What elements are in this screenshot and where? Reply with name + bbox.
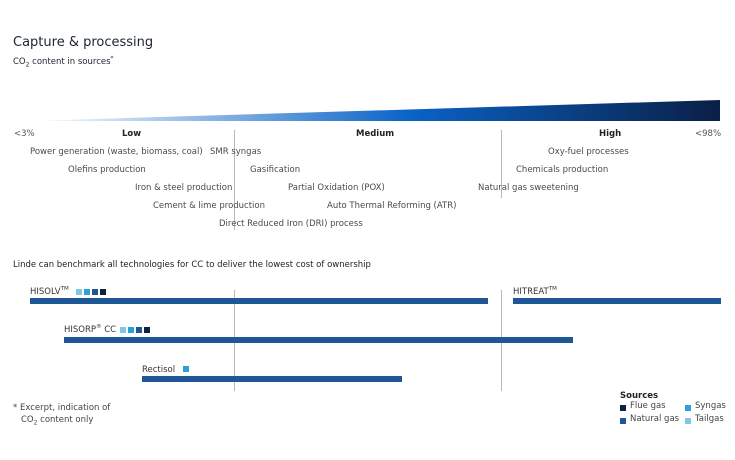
divider-medium-high-top: [501, 130, 502, 198]
source-cement-lime: Cement & lime production: [153, 201, 266, 211]
legend-natural-gas-label: Natural gas: [630, 414, 680, 424]
tech-hisorp-label: HISORP® CC: [64, 324, 117, 335]
source-smr-syngas: SMR syngas: [210, 147, 262, 157]
hisolv-natural-gas-swatch: [92, 289, 98, 295]
legend-flue-gas-label: Flue gas: [630, 401, 666, 411]
scale-min-label: <3%: [14, 129, 35, 139]
footnote: * Excerpt, indication of CO2 content onl…: [13, 403, 111, 427]
page-title: Capture & processing: [13, 35, 154, 50]
hisorp-flue-gas-swatch: [144, 327, 150, 333]
legend-syngas-label: Syngas: [695, 401, 726, 411]
source-natural-gas-sweetening: Natural gas sweetening: [478, 183, 579, 193]
source-gasification: Gasification: [250, 165, 301, 175]
legend-tailgas-label: Tailgas: [695, 414, 724, 424]
scale-max-label: <98%: [695, 129, 722, 139]
level-medium: Medium: [356, 129, 395, 139]
hisolv-tailgas-swatch: [76, 289, 82, 295]
legend-natural-gas-swatch: [620, 418, 626, 424]
source-olefins: Olefins production: [68, 165, 146, 175]
divider-low-medium-top: [234, 130, 235, 230]
source-chemicals: Chemicals production: [516, 165, 609, 175]
hitreat-range-bar: [513, 298, 721, 304]
rectisol-range-bar: [142, 376, 402, 382]
source-power-generation: Power generation (waste, biomass, coal): [30, 147, 203, 157]
level-high: High: [599, 129, 622, 139]
source-iron-steel: Iron & steel production: [135, 183, 233, 193]
hisorp-tailgas-swatch: [120, 327, 126, 333]
source-atr: Auto Thermal Reforming (ATR): [327, 201, 457, 211]
level-low: Low: [122, 129, 142, 139]
tech-hisolv-label: HISOLVTM: [30, 286, 69, 297]
hisorp-natural-gas-swatch: [136, 327, 142, 333]
page-subtitle: CO2 content in sources*: [13, 55, 114, 69]
source-oxy-fuel: Oxy-fuel processes: [548, 147, 629, 157]
tech-rectisol-label: Rectisol: [142, 364, 176, 375]
legend-title: Sources: [620, 391, 659, 401]
hisolv-range-bar: [30, 298, 488, 304]
hisolv-flue-gas-swatch: [100, 289, 106, 295]
benchmark-heading: Linde can benchmark all technologies for…: [13, 260, 371, 270]
legend-flue-gas-swatch: [620, 405, 626, 411]
hisorp-range-bar: [64, 337, 573, 343]
legend-tailgas-swatch: [685, 418, 691, 424]
source-pox: Partial Oxidation (POX): [288, 183, 385, 193]
tech-hitreat-label: HITREATTM: [513, 286, 557, 297]
source-dri: Direct Reduced Iron (DRI) process: [219, 219, 363, 229]
hisolv-syngas-swatch: [84, 289, 90, 295]
legend-syngas-swatch: [685, 405, 691, 411]
hisorp-syngas-swatch: [128, 327, 134, 333]
rectisol-syngas-swatch: [183, 366, 189, 372]
co2-gradient-wedge: [30, 100, 720, 121]
